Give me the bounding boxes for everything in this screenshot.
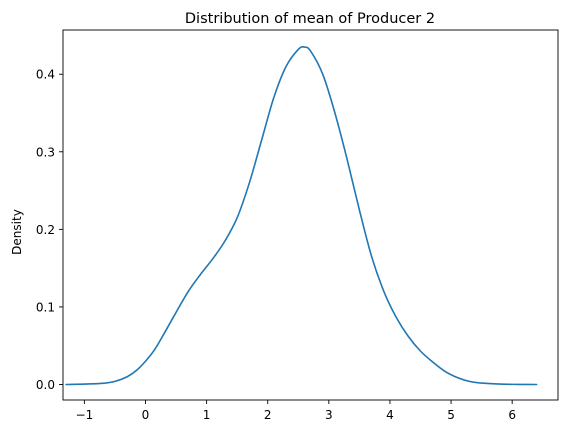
series-layer [65, 46, 538, 386]
y-tick-label: 0.0 [36, 378, 55, 392]
density-curve [65, 46, 538, 386]
x-tick-label: 2 [264, 408, 272, 422]
x-tick-label: −1 [76, 408, 94, 422]
y-axis-ticks: 0.0 0.1 0.2 0.3 0.4 [36, 68, 63, 392]
x-tick-label: 0 [142, 408, 150, 422]
y-tick-label: 0.3 [36, 145, 55, 159]
x-axis-ticks: −1 0 1 2 3 4 5 6 [76, 400, 516, 422]
x-tick-label: 5 [447, 408, 455, 422]
x-tick-label: 1 [203, 408, 211, 422]
plot-area-frame [62, 29, 559, 401]
x-tick-label: 3 [325, 408, 333, 422]
chart-title: Distribution of mean of Producer 2 [185, 11, 435, 27]
y-axis-label: Density [10, 209, 24, 255]
x-tick-label: 4 [386, 408, 394, 422]
y-tick-label: 0.2 [36, 223, 55, 237]
y-tick-label: 0.1 [36, 300, 55, 314]
x-tick-label: 6 [508, 408, 516, 422]
y-tick-label: 0.4 [36, 68, 55, 82]
